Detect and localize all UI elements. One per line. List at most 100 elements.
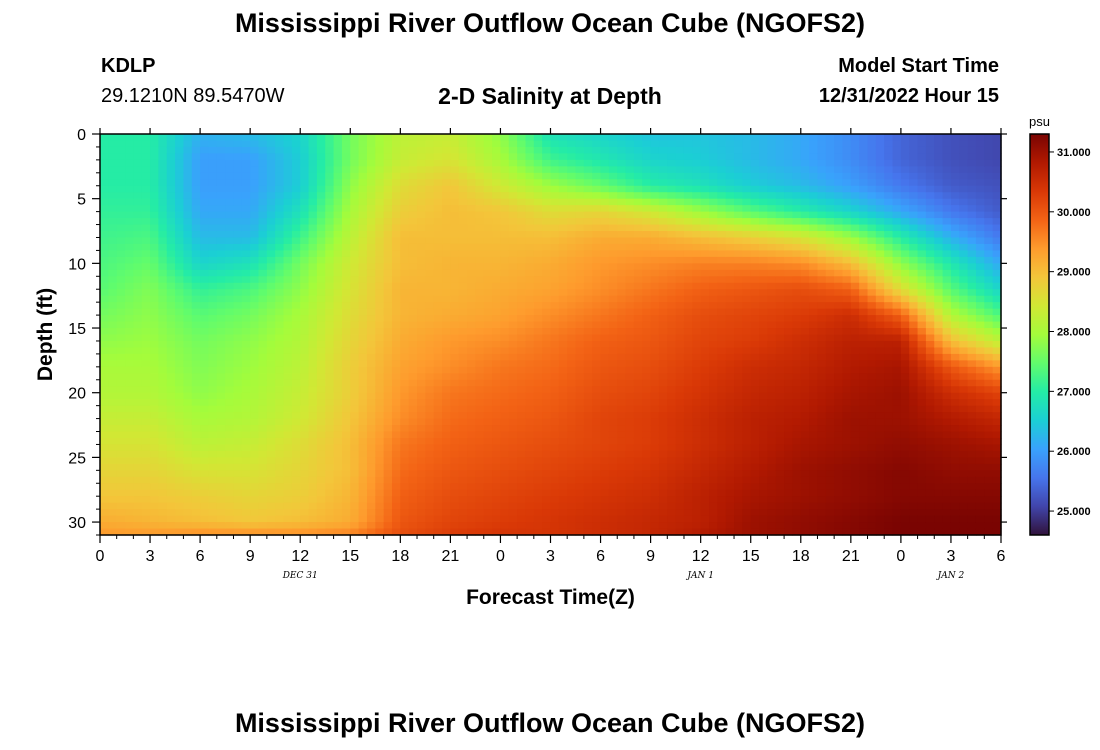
heatmap-cell <box>625 386 635 394</box>
heatmap-cell <box>467 418 477 426</box>
heatmap-cell <box>500 340 510 349</box>
heatmap-cell <box>675 282 685 290</box>
heatmap-cell <box>600 379 610 387</box>
heatmap-cell <box>233 405 243 413</box>
heatmap-cell <box>533 444 543 452</box>
heatmap-cell <box>141 289 151 297</box>
heatmap-cell <box>400 366 410 374</box>
heatmap-cell <box>442 263 451 271</box>
heatmap-cell <box>642 185 652 193</box>
heatmap-cell <box>458 509 468 517</box>
heatmap-cell <box>200 476 210 484</box>
heatmap-cell <box>658 243 668 252</box>
heatmap-cell <box>700 308 710 316</box>
heatmap-cell <box>258 231 268 239</box>
heatmap-cell <box>675 185 685 193</box>
heatmap-cell <box>617 425 627 433</box>
heatmap-cell <box>475 315 485 323</box>
heatmap-cell <box>658 172 668 180</box>
heatmap-cell <box>308 276 318 284</box>
heatmap-cell <box>358 425 368 433</box>
heatmap-cell <box>333 444 343 452</box>
heatmap-cell <box>759 237 768 245</box>
heatmap-cell <box>533 231 543 239</box>
heatmap-cell <box>250 166 260 174</box>
heatmap-cell <box>492 289 502 297</box>
heatmap-cell <box>617 463 627 471</box>
heatmap-cell <box>216 159 226 167</box>
heatmap-cell <box>350 315 360 323</box>
heatmap-cell <box>583 353 593 361</box>
heatmap-cell <box>709 483 718 491</box>
heatmap-cell <box>433 483 443 491</box>
heatmap-cell <box>291 457 301 465</box>
heatmap-cell <box>734 218 743 226</box>
heatmap-cell <box>433 250 443 258</box>
heatmap-cell <box>742 295 752 303</box>
heatmap-cell <box>500 185 510 193</box>
heatmap-cell <box>517 476 527 484</box>
heatmap-cell <box>583 192 593 200</box>
heatmap-cell <box>567 366 577 374</box>
heatmap-cell <box>600 256 610 264</box>
heatmap-cell <box>308 231 318 239</box>
heatmap-cell <box>675 250 685 258</box>
heatmap-cell <box>191 243 201 252</box>
heatmap-cell <box>308 437 318 446</box>
heatmap-cell <box>383 282 393 290</box>
heatmap-cell <box>400 282 410 290</box>
heatmap-cell <box>700 205 710 213</box>
heatmap-cell <box>667 321 677 329</box>
heatmap-cell <box>383 347 393 355</box>
heatmap-cell <box>150 476 159 484</box>
heatmap-cell <box>525 392 535 400</box>
heatmap-cell <box>658 489 668 497</box>
heatmap-cell <box>350 224 360 232</box>
heatmap-cell <box>150 340 159 349</box>
heatmap-cell <box>500 392 510 400</box>
heatmap-cell <box>525 282 535 290</box>
heatmap-cell <box>709 192 718 200</box>
heatmap-cell <box>383 243 393 252</box>
heatmap-cell <box>625 450 635 458</box>
heatmap-cell <box>675 224 685 232</box>
heatmap-cell <box>283 302 293 310</box>
heatmap-cell <box>742 509 752 517</box>
heatmap-cell <box>658 463 668 471</box>
heatmap-cell <box>734 463 743 471</box>
heatmap-cell <box>208 315 218 323</box>
heatmap-cell <box>408 496 418 504</box>
heatmap-cell <box>558 315 568 323</box>
heatmap-cell <box>542 153 552 161</box>
heatmap-cell <box>442 496 451 504</box>
heatmap-cell <box>425 308 435 316</box>
heatmap-cell <box>150 450 159 458</box>
heatmap-cell <box>525 457 535 465</box>
heatmap-cell <box>425 425 435 433</box>
heatmap-cell <box>100 528 109 536</box>
heatmap-cell <box>391 153 401 161</box>
heatmap-cell <box>750 315 760 323</box>
heatmap-cell <box>225 476 235 484</box>
heatmap-cell <box>709 353 718 361</box>
heatmap-cell <box>550 153 560 161</box>
heatmap-cell <box>467 405 477 413</box>
heatmap-cell <box>608 146 618 155</box>
heatmap-cell <box>600 179 610 187</box>
heatmap-cell <box>316 205 326 213</box>
heatmap-cell <box>450 295 460 303</box>
heatmap-cell <box>300 502 310 510</box>
heatmap-cell <box>492 185 502 193</box>
heatmap-cell <box>525 386 535 394</box>
heatmap-cell <box>241 179 251 187</box>
heatmap-cell <box>467 315 477 323</box>
heatmap-cell <box>433 179 443 187</box>
heatmap-cell <box>658 321 668 329</box>
heatmap-cell <box>667 502 677 510</box>
heatmap-cell <box>675 353 685 361</box>
heatmap-cell <box>483 399 493 407</box>
heatmap-cell <box>308 321 318 329</box>
heatmap-cell <box>742 412 752 420</box>
heatmap-cell <box>742 134 752 142</box>
heatmap-cell <box>333 489 343 497</box>
